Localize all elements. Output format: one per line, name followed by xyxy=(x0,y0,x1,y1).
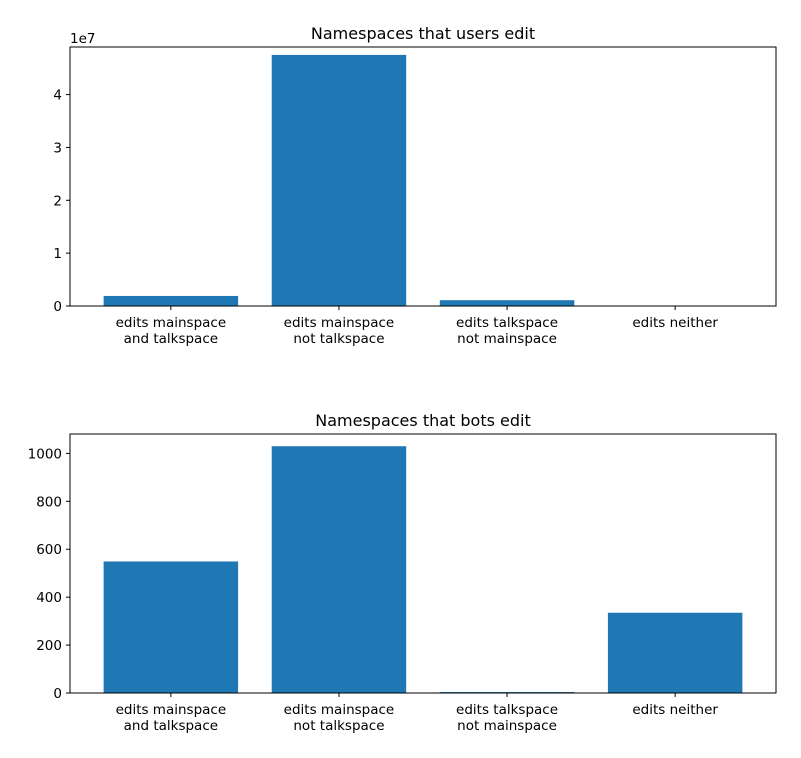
users-bar-2 xyxy=(439,300,575,306)
users-xtick-label-1-line-1: not talkspace xyxy=(293,331,384,347)
bots-ytick-label-0: 0 xyxy=(53,686,62,702)
bots-bar-1 xyxy=(271,446,407,693)
users-xtick-label-3-line-0: edits neither xyxy=(632,315,718,331)
bots-ytick-label-4: 800 xyxy=(36,494,62,510)
bots-xtick-label-0-line-0: edits mainspace xyxy=(116,702,227,718)
bots-ytick-label-5: 1000 xyxy=(28,446,62,462)
bots-xtick-label-2-line-0: edits talkspace xyxy=(456,702,558,718)
users-ytick-label-0: 0 xyxy=(53,299,62,315)
bots-axes-frame xyxy=(69,433,777,694)
users-chart-title: Namespaces that users edit xyxy=(311,24,535,43)
bots-bar-3 xyxy=(607,612,743,693)
bots-xtick-label-1-line-1: not talkspace xyxy=(293,718,384,734)
bots-chart-title: Namespaces that bots edit xyxy=(315,411,531,430)
users-chart: Namespaces that users edit 0 1 2 3 4 1e7 edits … xyxy=(53,24,777,347)
bots-xtick-label-2-line-1: not mainspace xyxy=(457,718,557,734)
bots-ytick-label-2: 400 xyxy=(36,590,62,606)
bots-ytick-label-3: 600 xyxy=(36,542,62,558)
bots-ytick-label-1: 200 xyxy=(36,638,62,654)
users-axes-frame xyxy=(69,46,777,307)
bots-chart: Namespaces that bots edit 0 200 400 600 800 10… xyxy=(28,411,777,734)
users-xtick-label-1-line-0: edits mainspace xyxy=(284,315,395,331)
bots-xtick-label-0-line-1: and talkspace xyxy=(124,718,218,734)
users-y-offset-label: 1e7 xyxy=(70,31,95,47)
users-ytick-label-3: 3 xyxy=(53,140,62,156)
bots-bar-0 xyxy=(103,561,239,693)
users-bar-0 xyxy=(103,295,239,306)
bots-xtick-label-1-line-0: edits mainspace xyxy=(284,702,395,718)
users-xtick-label-2-line-1: not mainspace xyxy=(457,331,557,347)
users-ytick-label-1: 1 xyxy=(53,246,62,262)
bots-xtick-label-3-line-0: edits neither xyxy=(632,702,718,718)
users-xtick-label-0-line-0: edits mainspace xyxy=(116,315,227,331)
users-ytick-label-2: 2 xyxy=(53,193,62,209)
users-xtick-label-0-line-1: and talkspace xyxy=(124,331,218,347)
users-xtick-label-2-line-0: edits talkspace xyxy=(456,315,558,331)
users-ytick-label-4: 4 xyxy=(53,88,62,104)
users-bar-1 xyxy=(271,54,407,306)
